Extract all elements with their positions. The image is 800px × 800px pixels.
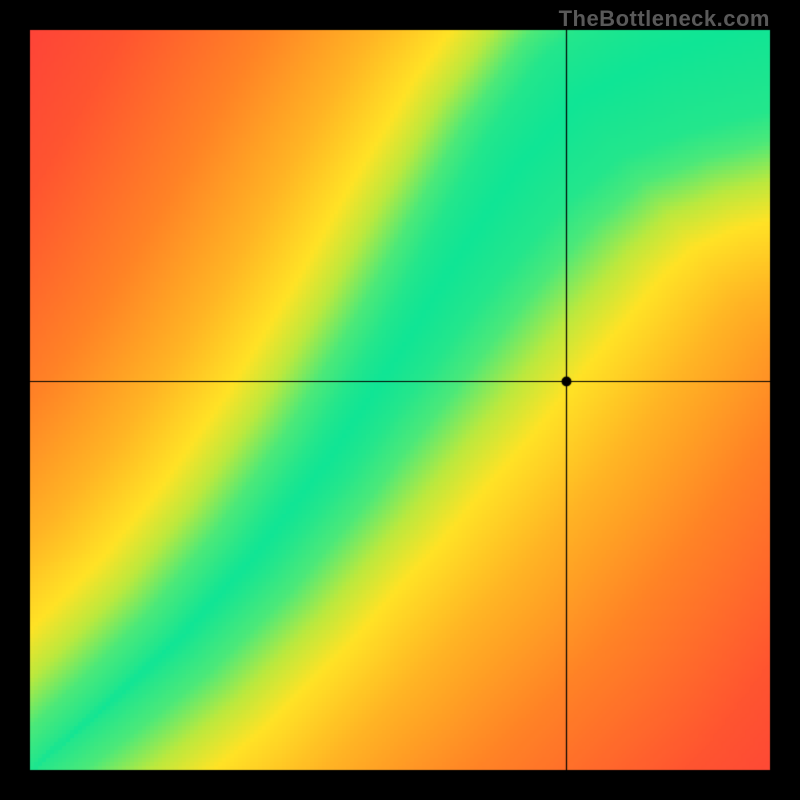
- watermark-text: TheBottleneck.com: [559, 6, 770, 32]
- bottleneck-heatmap: [0, 0, 800, 800]
- chart-container: TheBottleneck.com: [0, 0, 800, 800]
